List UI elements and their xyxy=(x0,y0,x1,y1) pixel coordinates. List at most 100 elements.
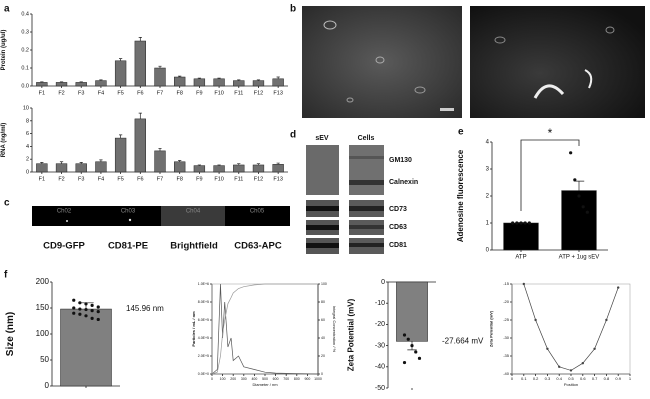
significance-bracket xyxy=(520,139,580,211)
error-bar xyxy=(573,180,585,191)
bar xyxy=(75,163,87,173)
data-point xyxy=(573,178,577,182)
data-point xyxy=(402,333,407,337)
bar xyxy=(193,78,206,87)
y-tick-label: 3 xyxy=(486,167,490,173)
y-tick-label: -20 xyxy=(375,321,385,328)
y-tick-label: 100 xyxy=(36,329,50,338)
annotation: * xyxy=(548,126,553,140)
data-point xyxy=(410,344,414,348)
x-tick-label: 500 xyxy=(262,377,268,381)
data-point xyxy=(515,221,519,225)
micrograph xyxy=(470,6,645,118)
bar xyxy=(213,78,225,87)
y-tick-label: 0.1 xyxy=(21,65,29,71)
x-tick-label: F2 xyxy=(58,176,64,182)
error-bar xyxy=(256,79,261,81)
x-tick-label: F4 xyxy=(98,90,104,96)
bar xyxy=(36,82,48,87)
y2-tick-label: 40 xyxy=(321,336,325,340)
error-bar xyxy=(138,112,142,119)
x-tick-label: 0.1 xyxy=(521,376,527,381)
error-bar xyxy=(158,65,162,68)
micrograph xyxy=(302,6,462,118)
y-axis-label: Adenosine fluorescence xyxy=(456,149,465,242)
x-tick-label: F6 xyxy=(137,90,143,96)
annotation: 145.96 nm xyxy=(126,304,164,313)
y-axis-label: Size (nm) xyxy=(5,312,16,356)
channel-label: Ch04 xyxy=(186,209,201,215)
bar xyxy=(134,40,146,87)
x-tick-label: 0.8 xyxy=(604,376,610,381)
x-tick-label: 100 xyxy=(220,377,226,381)
x-tick-label: F7 xyxy=(157,90,163,96)
y-tick-label: 0.3 xyxy=(21,29,29,35)
data-point xyxy=(577,194,581,198)
y2-tick-label: 80 xyxy=(321,300,325,304)
data-point xyxy=(406,337,410,341)
error-bar xyxy=(237,163,241,165)
y2-tick-label: 0 xyxy=(321,372,323,376)
data-point xyxy=(96,305,100,309)
error-bar xyxy=(59,81,64,83)
error-bar xyxy=(178,75,182,77)
data-point xyxy=(72,311,76,315)
y-tick-label: 150 xyxy=(36,303,50,312)
y-tick-label: 0 xyxy=(26,169,29,175)
error-bar xyxy=(40,81,44,83)
x-tick-label: F11 xyxy=(234,176,243,182)
bar xyxy=(55,163,68,173)
x-tick-label: F5 xyxy=(117,176,123,182)
x-tick-label: F3 xyxy=(78,90,84,96)
y-tick-label: 10 xyxy=(23,105,29,111)
x-tick-label: 0 xyxy=(211,377,213,381)
x-tick-label: F10 xyxy=(214,176,223,182)
x-tick-label: F9 xyxy=(196,90,202,96)
data-point xyxy=(72,298,76,302)
y-tick-label: 6 xyxy=(26,131,29,137)
data-point xyxy=(90,303,94,307)
x-axis-label: Position xyxy=(564,382,578,387)
bar xyxy=(233,164,245,173)
x-tick-label: 0.3 xyxy=(545,376,551,381)
x-tick-label: 200 xyxy=(230,377,236,381)
y-tick-label: -10 xyxy=(375,300,385,307)
x-tick-label: F8 xyxy=(176,90,182,96)
error-bar xyxy=(138,37,142,41)
x-tick-label: 300 xyxy=(241,377,247,381)
x-tick-label: 0.4 xyxy=(556,376,562,381)
y-tick-label: -40 xyxy=(503,371,510,376)
x-tick-label: 900 xyxy=(304,377,310,381)
data-point xyxy=(90,316,94,320)
y-tick-label: 50 xyxy=(40,355,49,364)
y-axis-label: RNA (ng/ml) xyxy=(1,123,7,157)
x-tick-label: 700 xyxy=(283,377,289,381)
bar xyxy=(95,161,107,173)
x-tick-label: F5 xyxy=(117,90,123,96)
panel-label: c xyxy=(4,198,10,209)
bar xyxy=(55,82,68,87)
plot-frame xyxy=(511,283,631,375)
x-tick-label: F7 xyxy=(157,176,163,182)
data-point xyxy=(511,221,515,225)
bar xyxy=(233,80,245,87)
x-tick-label: 1 xyxy=(629,376,632,381)
data-point xyxy=(84,307,88,312)
y-tick-label: 4 xyxy=(486,140,490,146)
data-point xyxy=(417,356,422,360)
x-tick-label: 0.9 xyxy=(615,376,621,381)
y-tick-label: 8 xyxy=(26,118,29,124)
y-tick-label: 2.0E+5 xyxy=(198,354,209,358)
error-bar xyxy=(276,76,280,79)
x-tick-label: F13 xyxy=(273,90,282,96)
data-point xyxy=(519,221,523,225)
line xyxy=(211,283,318,375)
data-point xyxy=(78,312,82,316)
y-tick-label: 4 xyxy=(26,144,29,150)
x-tick-label: F1 xyxy=(39,90,45,96)
x-tick-label: F9 xyxy=(196,176,202,182)
y-tick-label: 1 xyxy=(486,221,490,227)
plot-frame xyxy=(211,283,319,375)
x-tick-label: 400 xyxy=(251,377,257,381)
y-tick-label: 2 xyxy=(26,157,29,163)
